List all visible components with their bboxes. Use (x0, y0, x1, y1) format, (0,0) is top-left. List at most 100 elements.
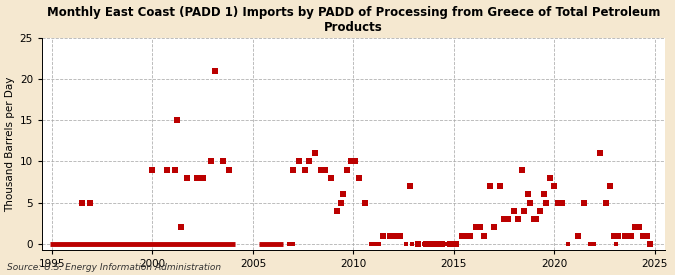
Point (300, 167, 310, 172)
Point (209, 68, 220, 73)
Point (310, 151, 321, 155)
Point (456, 233, 467, 238)
Point (535, 209, 545, 213)
Point (522, 192, 533, 197)
Point (529, 217, 539, 221)
Point (181, 176, 192, 180)
Point (549, 184, 560, 188)
Point (366, 242, 377, 246)
Point (644, 242, 655, 246)
Point (440, 242, 451, 246)
Point (412, 242, 423, 246)
Point (479, 233, 489, 238)
Point (288, 167, 298, 172)
Point (539, 192, 549, 197)
Point (427, 242, 437, 246)
Point (436, 242, 447, 246)
Point (404, 184, 415, 188)
Point (460, 233, 471, 238)
Point (641, 233, 652, 238)
Point (613, 233, 624, 238)
Point (171, 118, 182, 122)
Y-axis label: Thousand Barrels per Day: Thousand Barrels per Day (5, 76, 16, 212)
Point (434, 242, 445, 246)
Point (475, 225, 485, 230)
Text: Source: U.S. Energy Information Administration: Source: U.S. Energy Information Administ… (7, 263, 221, 272)
Point (176, 225, 186, 230)
Point (197, 176, 208, 180)
Point (394, 233, 405, 238)
Point (336, 200, 347, 205)
Point (509, 209, 520, 213)
Point (609, 233, 620, 238)
Point (430, 242, 441, 246)
Point (418, 242, 429, 246)
Point (573, 233, 584, 238)
Point (147, 167, 158, 172)
Point (320, 167, 331, 172)
Point (518, 209, 529, 213)
Point (338, 192, 349, 197)
Point (430, 242, 441, 246)
Point (316, 167, 327, 172)
Point (605, 184, 616, 188)
Point (288, 242, 298, 246)
Point (545, 176, 556, 180)
Point (629, 225, 640, 230)
Point (444, 242, 455, 246)
Point (342, 167, 353, 172)
Point (541, 200, 551, 205)
Point (217, 159, 228, 164)
Point (524, 200, 535, 205)
Point (332, 209, 343, 213)
Point (516, 167, 527, 172)
Point (531, 217, 541, 221)
Point (370, 242, 381, 246)
Point (326, 176, 337, 180)
Point (448, 242, 459, 246)
Point (495, 184, 506, 188)
Point (425, 242, 435, 246)
Point (284, 242, 294, 246)
Point (579, 200, 590, 205)
Point (360, 200, 371, 205)
Point (421, 242, 431, 246)
Point (384, 233, 395, 238)
Point (464, 233, 475, 238)
Point (350, 159, 360, 164)
Point (595, 151, 606, 155)
Point (553, 200, 564, 205)
Point (589, 242, 600, 246)
Point (223, 167, 234, 172)
Point (637, 233, 648, 238)
Point (601, 200, 612, 205)
Point (585, 242, 596, 246)
Point (633, 225, 644, 230)
Point (378, 233, 389, 238)
Point (450, 242, 461, 246)
Point (619, 233, 630, 238)
Point (161, 167, 172, 172)
Point (470, 225, 481, 230)
Point (503, 217, 514, 221)
Point (557, 200, 568, 205)
Point (346, 159, 357, 164)
Point (85, 200, 96, 205)
Point (169, 167, 180, 172)
Point (563, 242, 574, 246)
Point (294, 159, 304, 164)
Point (374, 242, 385, 246)
Point (499, 217, 510, 221)
Point (205, 159, 216, 164)
Point (77, 200, 88, 205)
Point (388, 233, 399, 238)
Title: Monthly East Coast (PADD 1) Imports by PADD of Processing from Greece of Total P: Monthly East Coast (PADD 1) Imports by P… (47, 6, 660, 34)
Point (400, 242, 411, 246)
Point (611, 242, 622, 246)
Point (304, 159, 315, 164)
Point (512, 217, 523, 221)
Point (354, 176, 364, 180)
Point (406, 242, 417, 246)
Point (191, 176, 202, 180)
Point (485, 184, 495, 188)
